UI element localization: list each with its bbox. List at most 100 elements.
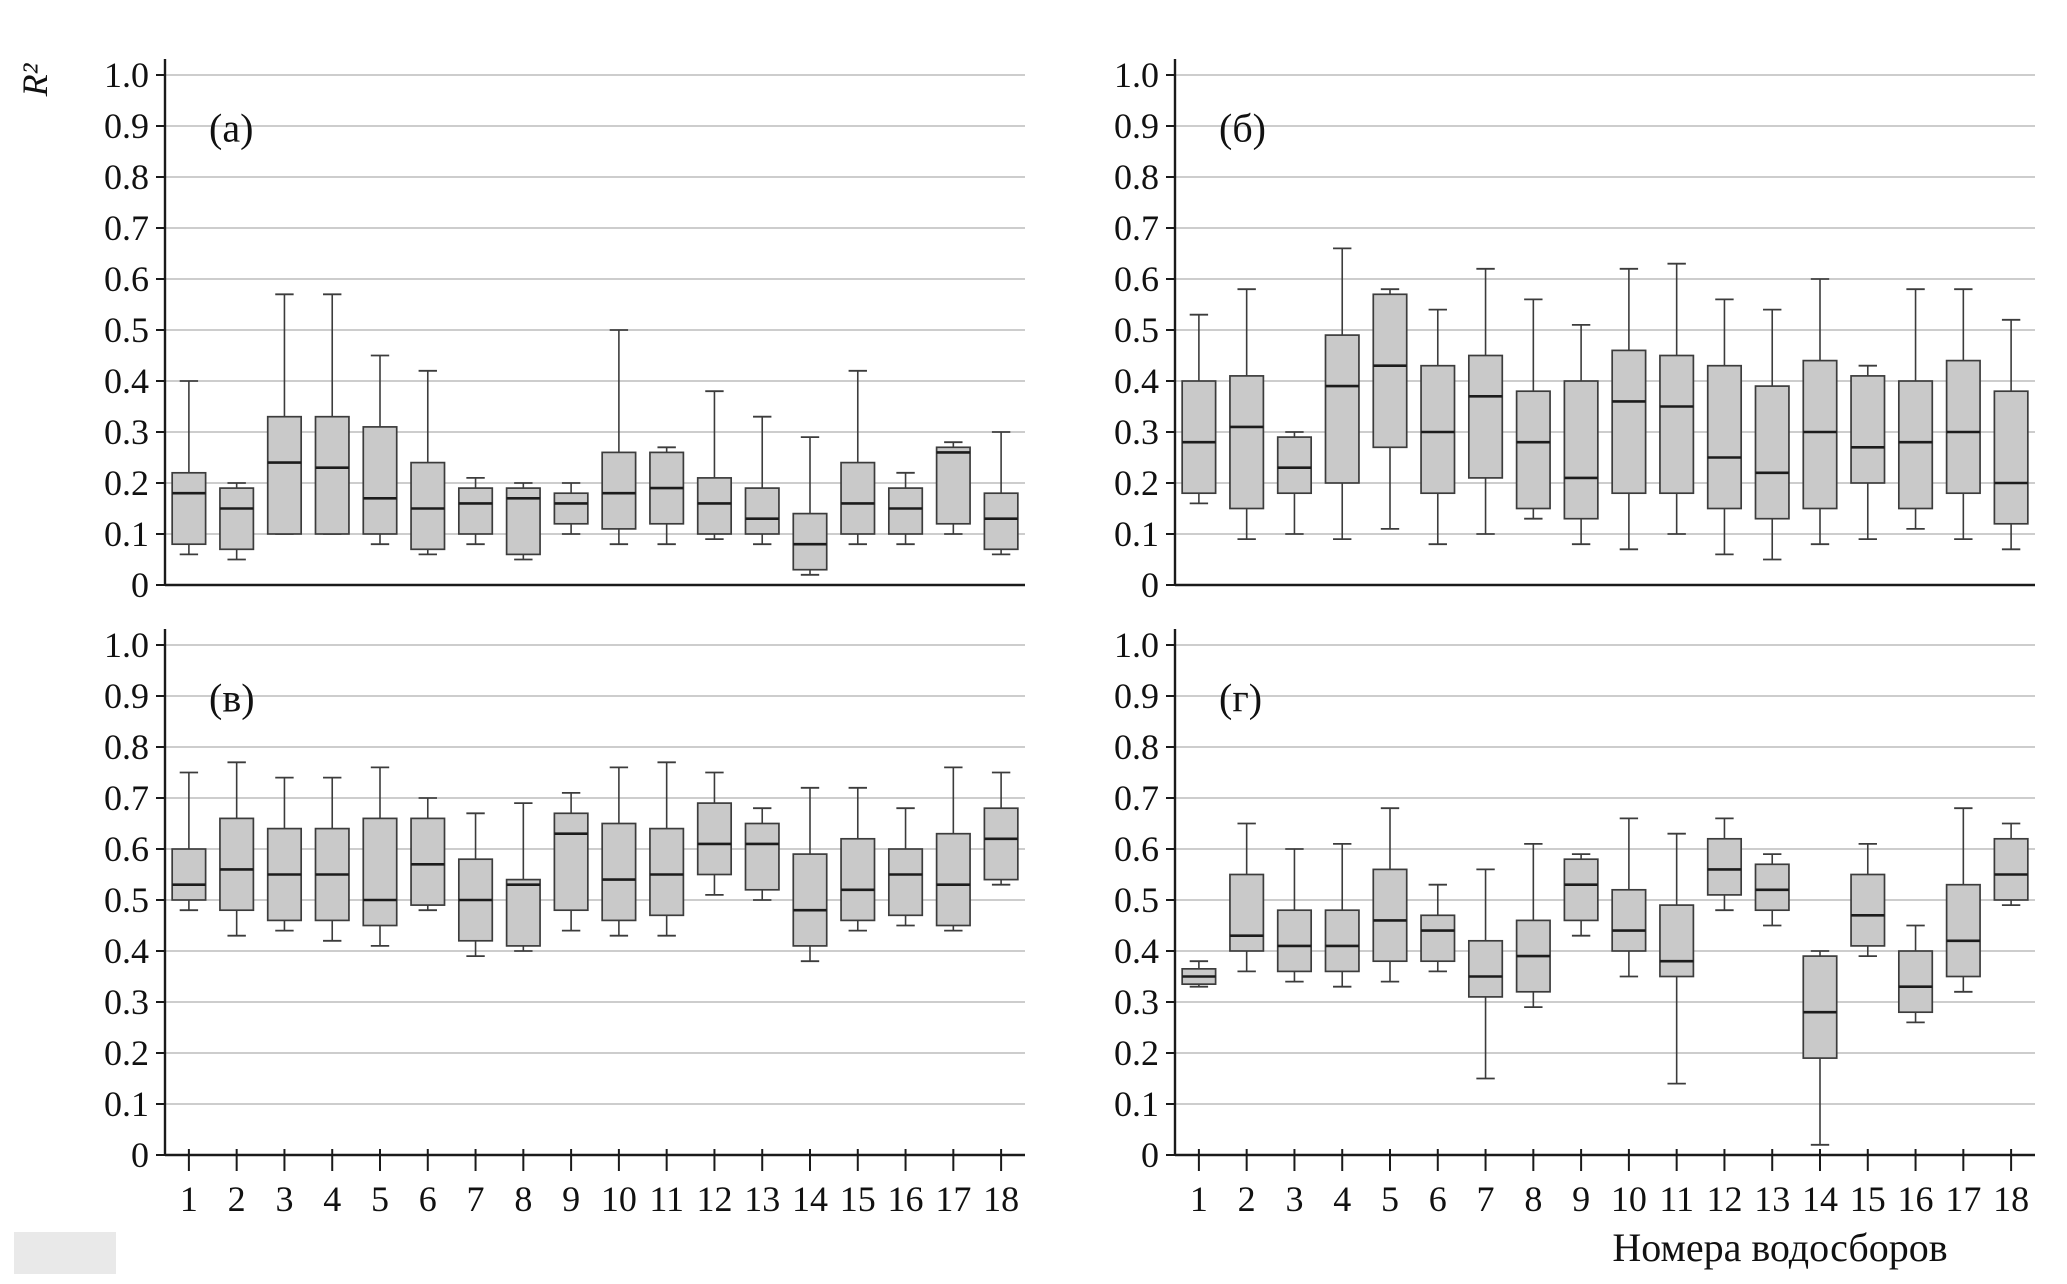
y-tick-label: 0.9 [104,676,149,716]
x-tick-label: 13 [1754,1179,1790,1219]
y-tick-label: 0.2 [1114,1033,1159,1073]
box [1611,349,1647,495]
box [1706,364,1743,510]
box [1802,359,1838,510]
box [744,487,780,535]
x-tick-label: 10 [1611,1179,1647,1219]
x-tick-label: 8 [514,1179,532,1219]
box [553,492,589,525]
box [744,822,780,891]
box [792,853,828,947]
y-tick-label: 0.6 [104,829,149,869]
x-tick-label: 12 [696,1179,732,1219]
y-tick-label: 1.0 [1114,55,1159,95]
y-tick-label: 0.4 [104,361,149,401]
x-tick-label: 2 [1238,1179,1256,1219]
y-tick-label: 0.3 [1114,412,1159,452]
x-tick-label: 17 [1945,1179,1981,1219]
x-tick-label: 13 [744,1179,780,1219]
box [935,446,971,525]
x-tick-label: 2 [228,1179,246,1219]
panel-label: (б) [1219,105,1266,150]
box [1945,883,1981,978]
x-tick-label: 11 [1659,1179,1694,1219]
y-tick-label: 0.2 [104,1033,149,1073]
y-tick-label: 0.5 [1114,880,1159,920]
box [1372,868,1408,963]
box [935,832,971,927]
box [1181,380,1217,495]
box [1276,909,1313,973]
y-tick-label: 0.2 [104,463,149,503]
y-tick-label: 0.3 [104,412,149,452]
x-tick-label: 16 [888,1179,924,1219]
y-tick-label: 0.7 [1114,778,1159,818]
box [887,848,924,917]
x-tick-label: 6 [1429,1179,1447,1219]
x-tick-label: 18 [1993,1179,2029,1219]
x-tick-label: 1 [1190,1179,1208,1219]
box [1467,354,1504,479]
y-tick-label: 0.6 [104,259,149,299]
box [983,807,1019,881]
x-tick-label: 18 [983,1179,1019,1219]
y-tick-label: 0.9 [104,106,149,146]
box [1229,375,1265,510]
y-tick-label: 1.0 [104,55,149,95]
x-tick-label: 15 [840,1179,876,1219]
box [171,848,207,901]
box [266,415,303,535]
y-tick-label: 0.1 [104,514,149,554]
box [362,426,398,535]
box [696,477,733,535]
box [1802,955,1838,1059]
y-tick-label: 0.7 [1114,208,1159,248]
x-tick-label: 11 [649,1179,684,1219]
y-tick-label: 0.8 [104,727,149,767]
box [1993,837,2029,901]
y-tick-label: 0.2 [1114,463,1159,503]
box [219,817,255,912]
panel-label: (в) [209,675,255,720]
y-tick-label: 0.7 [104,778,149,818]
box [1659,354,1695,495]
box [1372,293,1408,449]
x-tick-label: 10 [601,1179,637,1219]
y-tick-label: 0.5 [1114,310,1159,350]
y-tick-label: 0.4 [104,931,149,971]
boxplot-panel-b: 0 0.1 0.2 0.3 0.4 0.5 0.6 0.7 0.8 0.9 1.0 (б) [1114,55,2035,600]
box [362,817,398,927]
panel-label: (г) [1219,675,1262,720]
box [792,512,828,571]
y-tick-label: 0.1 [104,1084,149,1124]
x-axis-title: Номера водосборов [1612,1225,1948,1270]
x-tick-label: 1 [180,1179,198,1219]
x-tick-label: 5 [1381,1179,1399,1219]
x-tick-label: 5 [371,1179,389,1219]
y-tick-label: 0.3 [104,982,149,1022]
box [1897,380,1934,510]
box [1850,873,1886,947]
y-tick-label: 0 [131,565,149,600]
box [1515,390,1551,510]
y-tick-label: 0.8 [1114,157,1159,197]
y-tick-label: 0.5 [104,310,149,350]
box [840,461,876,535]
y-tick-label: 0 [1141,565,1159,600]
box [1611,888,1647,952]
y-tick-label: 1.0 [104,625,149,665]
box [1563,380,1599,520]
box [1467,939,1504,998]
box [1897,950,1934,1014]
x-tick-label: 7 [467,1179,485,1219]
y-tick-label: 1.0 [1114,625,1159,665]
box [1420,364,1456,495]
box [505,878,541,947]
y-tick-label: 0 [1141,1135,1159,1175]
y-tick-label: 0.9 [1114,676,1159,716]
watermark-artifact [14,1232,116,1274]
box [553,812,589,912]
box [1659,904,1695,978]
box [1993,390,2029,525]
